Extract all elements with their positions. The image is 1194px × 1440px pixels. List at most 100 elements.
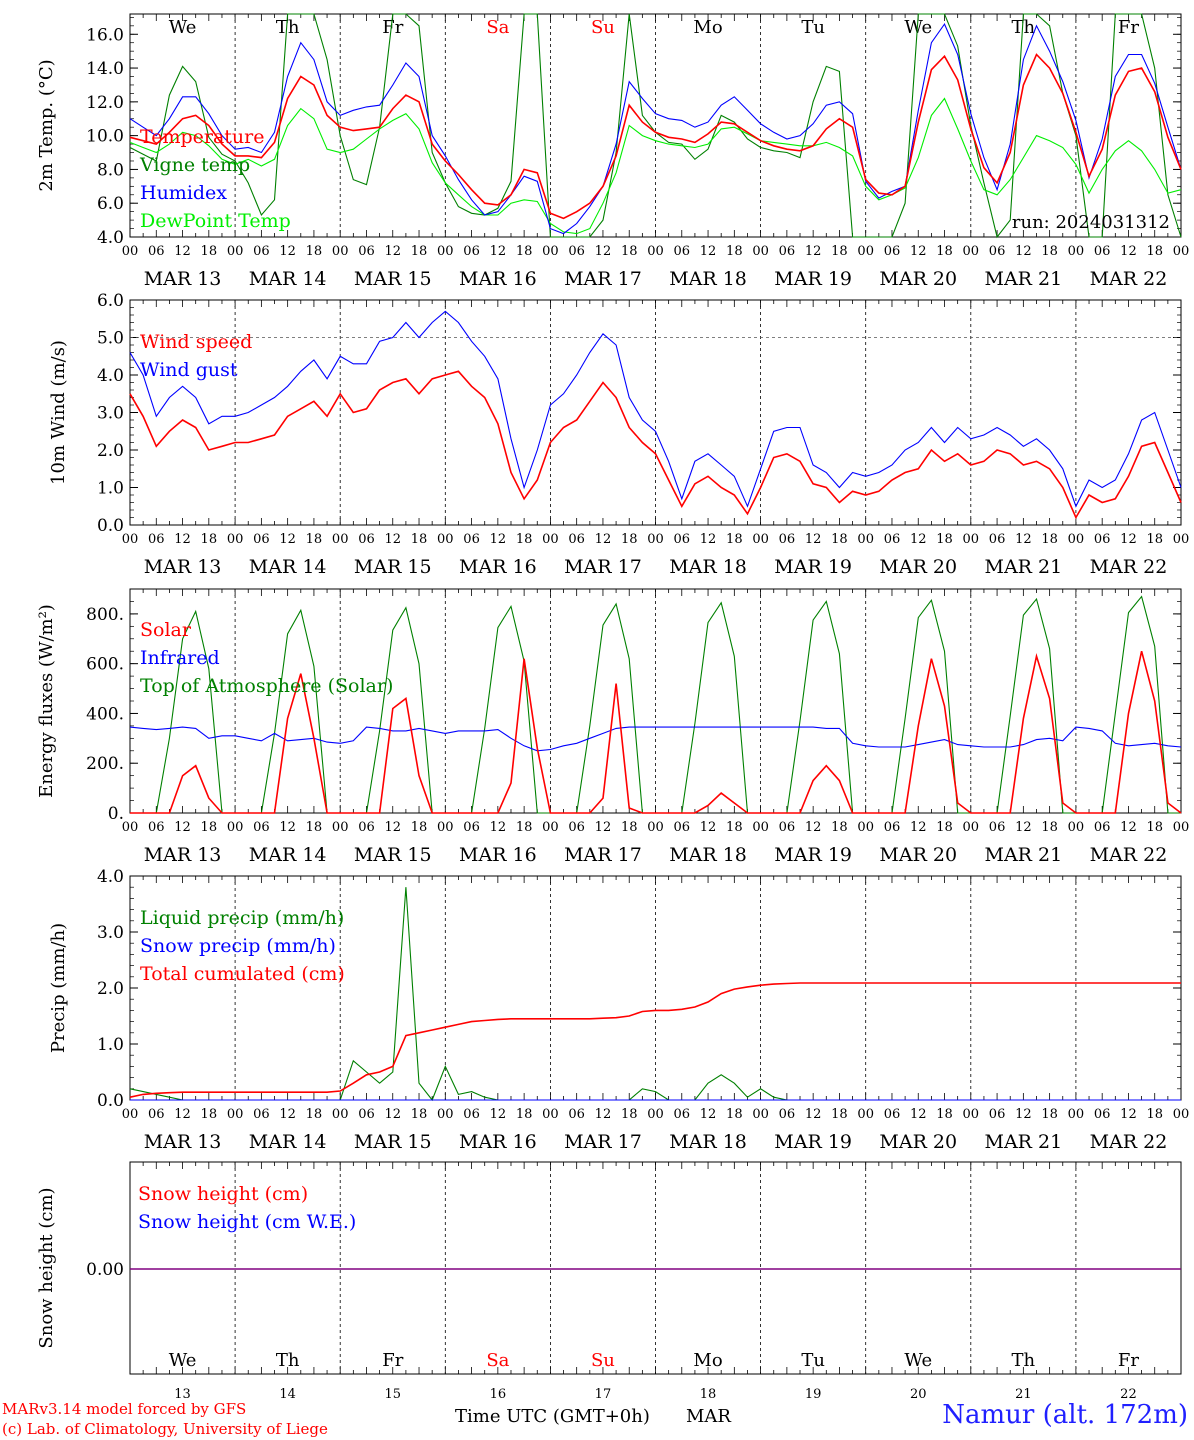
day-of-week-label: We — [169, 17, 197, 38]
hour-label: 12 — [805, 1107, 822, 1122]
date-label: MAR 15 — [354, 268, 432, 290]
series-line-humidex — [129, 22, 1182, 235]
hour-label: 12 — [700, 244, 717, 259]
hour-label: 18 — [936, 1107, 953, 1122]
date-label: MAR 17 — [564, 844, 642, 866]
date-label: MAR 17 — [564, 268, 642, 290]
hour-label: 12 — [384, 244, 401, 259]
hour-label: 12 — [279, 1107, 296, 1122]
day-of-week-label: Fr — [1118, 1350, 1139, 1371]
hour-label: 18 — [1146, 820, 1163, 835]
series-line-solar — [130, 650, 1182, 814]
date-label: MAR 13 — [144, 556, 222, 578]
date-label: MAR 20 — [879, 1131, 957, 1153]
legend-entry: Total cumulated (cm) — [140, 963, 345, 985]
hour-label: 00 — [647, 820, 664, 835]
hour-label: 06 — [568, 244, 585, 259]
hour-label: 00 — [437, 1107, 454, 1122]
hour-label: 18 — [201, 1107, 218, 1122]
series-line-total-cumulated-cm — [129, 982, 1181, 1098]
date-label: MAR 22 — [1090, 268, 1168, 290]
hour-label: 12 — [279, 532, 296, 547]
hour-label: 18 — [831, 244, 848, 259]
legend-entry: Vigne temp — [139, 154, 250, 176]
hour-label: 06 — [253, 820, 270, 835]
date-label: MAR 14 — [249, 1131, 327, 1153]
hour-label: 18 — [411, 532, 428, 547]
day-of-week-label: Th — [1012, 17, 1036, 38]
hour-label: 06 — [989, 532, 1006, 547]
model-credit: MARv3.14 model forced by GFS — [2, 1400, 247, 1418]
date-label: MAR 19 — [774, 844, 852, 866]
hour-label: 06 — [148, 532, 165, 547]
legend-entry: Wind gust — [140, 359, 238, 381]
hour-label: 18 — [516, 244, 533, 259]
legend-entry: Infrared — [140, 647, 220, 669]
hour-label: 18 — [201, 244, 218, 259]
legend-entry: Temperature — [140, 126, 264, 148]
date-label: MAR 13 — [144, 268, 222, 290]
date-label: MAR 13 — [144, 844, 222, 866]
y-axis-label: 10m Wind (m/s) — [48, 340, 69, 485]
hour-label: 12 — [1120, 532, 1137, 547]
y-tick-label: 0. — [108, 804, 124, 824]
hour-label: 00 — [122, 1107, 139, 1122]
hour-label: 18 — [306, 1107, 323, 1122]
day-of-week-label: Mo — [693, 1350, 722, 1371]
date-label: MAR 21 — [984, 556, 1062, 578]
hour-label: 18 — [1146, 244, 1163, 259]
hour-label: 06 — [358, 820, 375, 835]
hour-label: 12 — [174, 820, 191, 835]
hour-label: 12 — [174, 1107, 191, 1122]
date-label: MAR 16 — [459, 268, 537, 290]
hour-label: 06 — [148, 820, 165, 835]
hour-label: 18 — [726, 244, 743, 259]
hour-label: 12 — [1015, 532, 1032, 547]
hour-label: 18 — [726, 820, 743, 835]
hour-label: 06 — [463, 820, 480, 835]
legend-entry: Solar — [140, 619, 192, 641]
date-label: MAR 15 — [354, 556, 432, 578]
hour-label: 06 — [674, 244, 691, 259]
hour-label: 18 — [1041, 1107, 1058, 1122]
y-tick-label: 10.0 — [86, 127, 124, 147]
hour-label: 06 — [358, 532, 375, 547]
hour-label: 06 — [463, 244, 480, 259]
hour-label: 12 — [1015, 820, 1032, 835]
date-label: MAR 14 — [249, 556, 327, 578]
hour-label: 12 — [174, 532, 191, 547]
hour-label: 12 — [910, 532, 927, 547]
hour-label: 18 — [516, 820, 533, 835]
hour-label: 12 — [1120, 820, 1137, 835]
hour-label: 18 — [201, 820, 218, 835]
day-number-label: 18 — [700, 1387, 717, 1402]
date-label: MAR 20 — [879, 556, 957, 578]
date-label: MAR 13 — [144, 1131, 222, 1153]
date-label: MAR 22 — [1090, 844, 1168, 866]
hour-label: 00 — [542, 820, 559, 835]
y-tick-label: 14.0 — [86, 59, 124, 79]
hour-label: 00 — [963, 820, 980, 835]
hour-label: 00 — [332, 532, 349, 547]
y-tick-label: 400. — [86, 704, 124, 724]
hour-label: 18 — [1041, 820, 1058, 835]
hour-label: 12 — [910, 244, 927, 259]
y-tick-label: 1.0 — [97, 479, 124, 499]
hour-label: 06 — [779, 244, 796, 259]
day-of-week-label: Su — [591, 1350, 615, 1371]
series-line-infrared — [129, 726, 1182, 752]
hour-label: 00 — [227, 1107, 244, 1122]
y-tick-label: 1.0 — [97, 1035, 124, 1055]
hour-label: 06 — [568, 1107, 585, 1122]
hour-label: 18 — [516, 532, 533, 547]
hour-label: 00 — [1068, 820, 1085, 835]
hour-label: 12 — [700, 820, 717, 835]
hour-label: 18 — [1146, 532, 1163, 547]
hour-label: 00 — [1173, 244, 1190, 259]
y-tick-label: 2.0 — [97, 441, 124, 461]
hour-label: 06 — [1094, 1107, 1111, 1122]
day-number-label: 17 — [595, 1387, 612, 1402]
hour-label: 18 — [936, 244, 953, 259]
hour-label: 18 — [1041, 532, 1058, 547]
